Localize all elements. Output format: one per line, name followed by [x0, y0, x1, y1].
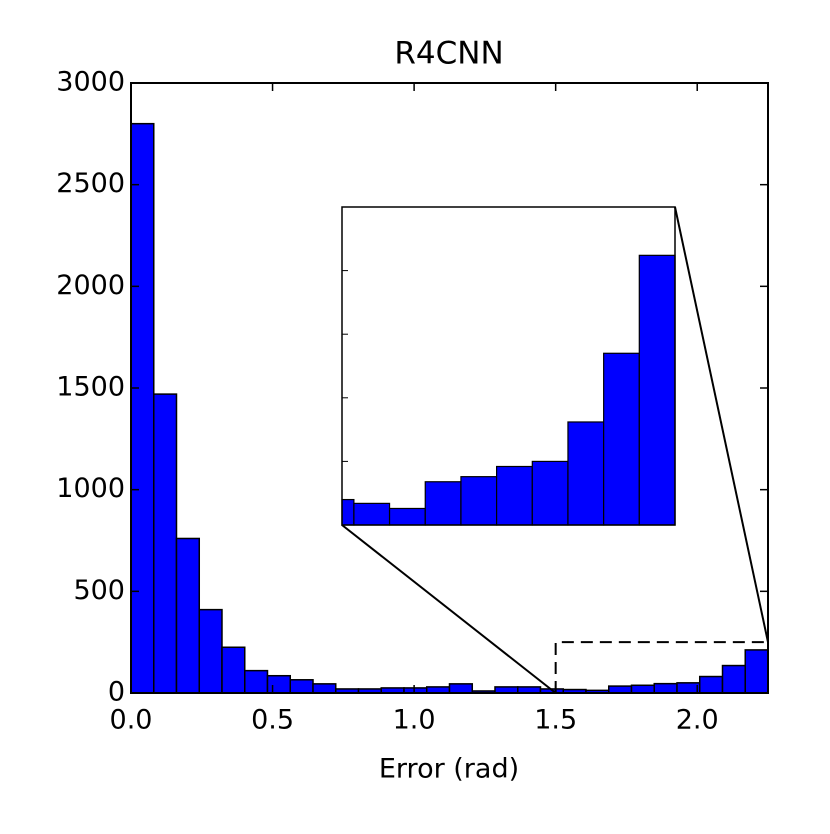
y-tick-label: 0 [108, 677, 125, 708]
plot-frame [130, 82, 769, 694]
zoom-box [554, 641, 768, 693]
connector [674, 206, 769, 643]
chart-title: R4CNN [394, 36, 503, 72]
inset-bar [388, 507, 426, 526]
bar [653, 682, 678, 694]
inset-bar [424, 481, 462, 526]
bar [130, 122, 155, 694]
inset-bar [531, 460, 569, 526]
bar [153, 393, 178, 694]
bar [312, 683, 337, 694]
bar [630, 684, 655, 694]
bar [289, 679, 314, 694]
y-tick-label: 1000 [56, 473, 125, 504]
y-tick-label: 3000 [56, 67, 125, 98]
inset-bar [460, 476, 498, 526]
y-tick-label: 500 [73, 575, 125, 606]
y-tick-label: 2500 [56, 168, 125, 199]
connector [341, 524, 557, 694]
inset-bar [341, 498, 355, 526]
bar [266, 674, 291, 694]
x-tick-label: 1.5 [534, 705, 577, 736]
inset-bar [496, 465, 533, 526]
inset-bar [353, 502, 391, 526]
bar [198, 608, 223, 694]
bar [175, 537, 201, 694]
x-tick-label: 0.0 [110, 705, 153, 736]
bar [676, 682, 701, 694]
x-tick-label: 1.0 [393, 705, 436, 736]
bar [698, 675, 724, 694]
x-axis-label: Error (rad) [379, 754, 519, 785]
x-tick-label: 2.0 [676, 705, 719, 736]
inset-bar [567, 421, 605, 526]
bar [221, 646, 246, 694]
bar [744, 649, 769, 694]
inset-bar [603, 352, 640, 526]
inset-bar [638, 254, 676, 526]
x-tick-label: 0.5 [251, 705, 294, 736]
bar [608, 685, 633, 694]
y-tick-label: 2000 [56, 270, 125, 301]
bar [448, 683, 474, 694]
inset-frame [341, 206, 676, 526]
bar [244, 669, 269, 694]
y-tick-label: 1500 [56, 372, 125, 403]
bar [721, 664, 746, 694]
